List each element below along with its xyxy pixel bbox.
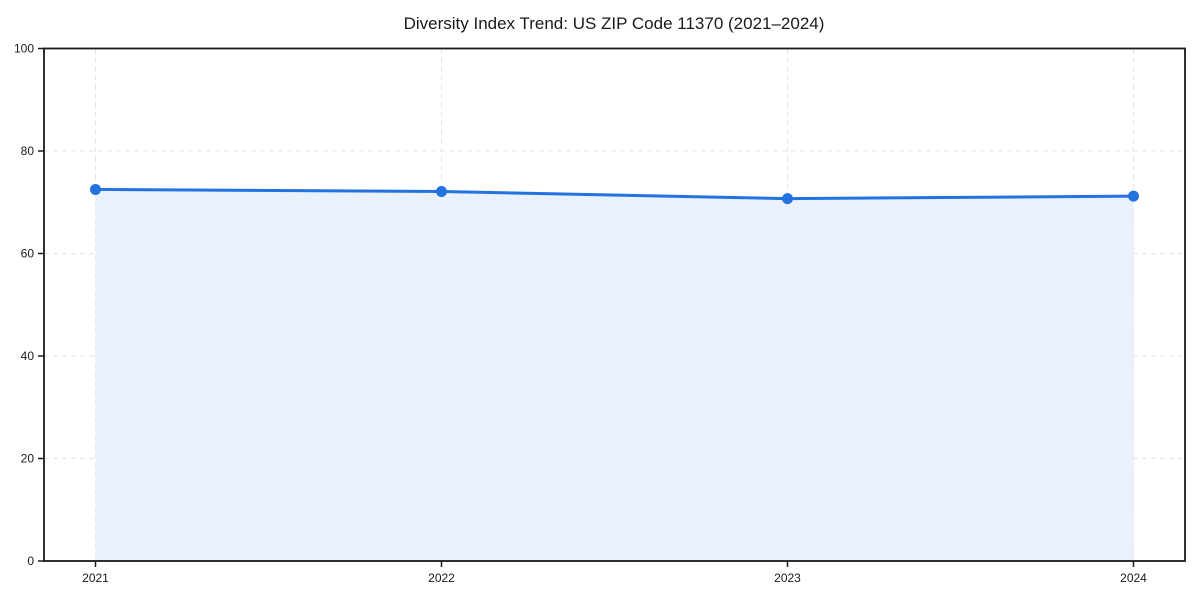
plot-border [43,47,1186,562]
data-point-2023 [782,193,793,205]
x-tick-label: 2024 [1120,571,1147,585]
area-layer [95,189,1134,561]
x-tick-label: 2023 [774,571,801,585]
y-tick-label: 20 [21,452,35,466]
y-tick-label: 0 [27,554,34,568]
tick-labels: 0 20 40 60 80 100 2021 2022 2023 2024 [14,42,1147,586]
y-tick-label: 60 [21,247,35,261]
y-tick-label: 40 [21,349,35,363]
y-tick-label: 80 [21,144,35,158]
trend-line [94,187,1135,201]
data-points [90,183,1139,205]
x-tick-label: 2022 [428,571,455,585]
data-point-2021 [90,183,101,195]
axes [38,47,1186,567]
data-point-2024 [1128,190,1139,202]
chart-title: Diversity Index Trend: US ZIP Code 11370… [404,14,825,33]
area-fill [95,189,1134,561]
line-layer [94,187,1135,201]
x-tick-label: 2021 [82,571,109,585]
y-tick-label: 100 [14,42,34,56]
data-point-2022 [436,185,447,197]
